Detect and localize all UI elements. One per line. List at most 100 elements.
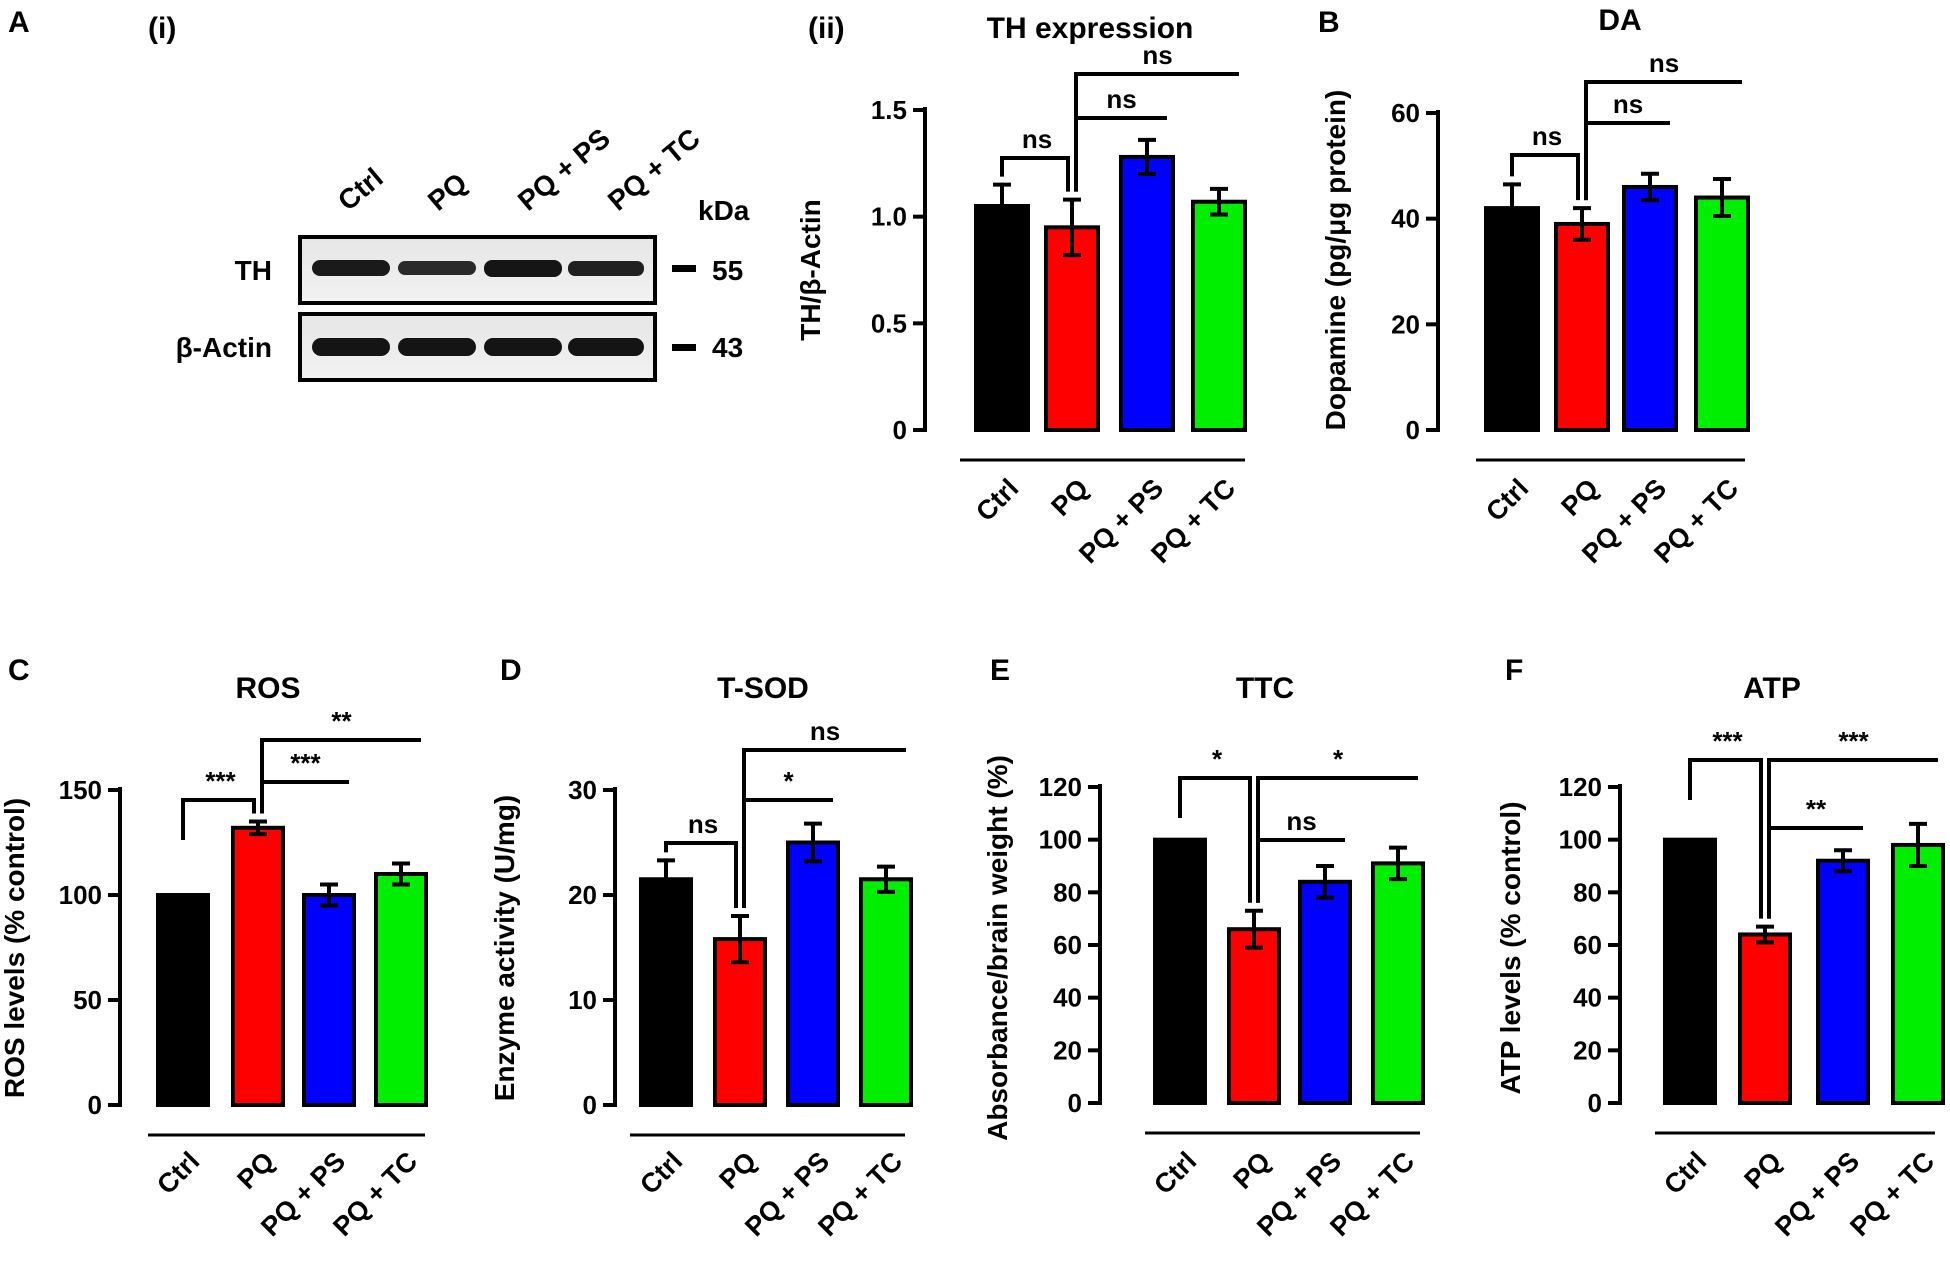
bar-pq-tc	[1371, 861, 1425, 1105]
y-axis-label: ROS levels (% control)	[0, 798, 30, 1098]
bar-pq-ps	[786, 840, 840, 1107]
y-tick-label: 1.5	[871, 95, 907, 125]
bar-pq-tc	[1191, 199, 1247, 432]
bar-ctrl	[1663, 837, 1717, 1106]
bar-ctrl	[639, 877, 693, 1107]
panel-label-d: D	[500, 654, 522, 687]
band-actin-ctrl	[312, 338, 390, 356]
significance-bracket	[181, 798, 256, 840]
x-category-label-pq: PQ	[1227, 1146, 1276, 1195]
bar-pq-tc	[374, 872, 428, 1107]
y-tick-label: 0	[893, 415, 907, 445]
significance-bracket	[1767, 758, 1938, 919]
x-category-label-ctrl: Ctrl	[1148, 1146, 1202, 1200]
significance-label: ns	[1286, 806, 1316, 836]
chart-title: DA	[1598, 4, 1641, 37]
x-category-label-pq: PQ	[713, 1146, 762, 1195]
significance-bracket	[260, 738, 421, 814]
bar-pq-ps	[1119, 154, 1175, 433]
significance-label: ns	[1022, 124, 1052, 154]
y-tick-label: 60	[1053, 930, 1082, 960]
y-axis-label: Dopamine (pg/μg protein)	[1320, 90, 1351, 431]
x-category-label-pq: PQ	[1555, 473, 1604, 522]
band-actin-pq-ps	[484, 338, 562, 356]
x-category-label-ctrl: Ctrl	[634, 1146, 688, 1200]
y-tick-label: 100	[1039, 825, 1082, 855]
blot-row-label-actin: β-Actin	[176, 332, 272, 363]
y-tick-label: 20	[1573, 1035, 1602, 1065]
bar-ctrl	[156, 893, 210, 1107]
chart-title: T-SOD	[717, 672, 809, 705]
band-th-pq-tc	[568, 261, 644, 276]
band-actin-pq	[398, 338, 476, 356]
lane-label-pq: PQ	[422, 167, 473, 217]
y-tick-label: 100	[1559, 825, 1602, 855]
chart-ros: ROS ROS levels (% control) 0 50 100 150 Ctrl PQ…	[0, 672, 428, 1242]
y-tick-label: 150	[59, 775, 102, 805]
band-th-ctrl	[312, 260, 390, 276]
bar-pq	[713, 937, 767, 1107]
y-tick-label: 120	[1039, 772, 1082, 802]
bar-pq-ps	[1622, 184, 1678, 432]
y-axis-label: ATP levels (% control)	[1495, 801, 1526, 1094]
significance-label: ***	[205, 766, 236, 796]
significance-label: **	[1806, 794, 1827, 824]
lane-label-pq-tc: PQ + TC	[602, 122, 706, 216]
x-category-label-pq-tc: PQ + TC	[1844, 1146, 1940, 1242]
chart-ttc: TTC Absorbance/brain weight (%) 0 20 40 60 80 1…	[982, 672, 1425, 1242]
x-category-label-ctrl: Ctrl	[1658, 1146, 1712, 1200]
y-tick-label: 120	[1559, 772, 1602, 802]
significance-label: *	[1333, 744, 1344, 774]
blot-row-label-th: TH	[235, 255, 272, 286]
significance-bracket	[1256, 776, 1418, 903]
significance-label: ns	[1106, 84, 1136, 114]
significance-bracket	[742, 748, 906, 908]
significance-label: *	[1212, 744, 1223, 774]
y-axis-label: Absorbance/brain weight (%)	[982, 755, 1013, 1141]
y-tick-label: 100	[59, 880, 102, 910]
significance-bracket	[1178, 776, 1252, 903]
chart-title: TTC	[1236, 672, 1294, 705]
significance-bracket	[664, 841, 738, 908]
band-th-pq	[398, 261, 476, 275]
bar-pq-ps	[302, 893, 356, 1107]
bar-ctrl	[1484, 206, 1540, 432]
y-tick-label: 10	[568, 985, 597, 1015]
y-tick-label: 20	[1391, 309, 1420, 339]
x-category-label-pq: PQ	[1045, 473, 1094, 522]
x-category-label-ctrl: Ctrl	[151, 1146, 205, 1200]
bar-pq-tc	[1694, 195, 1750, 432]
y-tick-label: 0	[1406, 415, 1420, 445]
y-tick-label: 80	[1573, 877, 1602, 907]
significance-label: ***	[1838, 726, 1869, 756]
y-tick-label: 50	[73, 985, 102, 1015]
significance-label: ***	[290, 748, 321, 778]
bar-pq	[1554, 221, 1610, 432]
significance-label: ns	[810, 716, 840, 746]
y-tick-label: 0	[88, 1090, 102, 1120]
bar-pq-ps	[1298, 879, 1352, 1105]
significance-label: ns	[1613, 89, 1643, 119]
y-tick-label: 1.0	[871, 202, 907, 232]
significance-bracket	[1584, 80, 1742, 201]
y-tick-label: 60	[1573, 930, 1602, 960]
significance-label: ns	[1142, 40, 1172, 70]
y-tick-label: 20	[568, 880, 597, 910]
chart-atp: ATP ATP levels (% control) 0 20 40 60 80 100 120…	[1495, 672, 1945, 1242]
kda-label: kDa	[698, 195, 750, 226]
significance-bracket	[260, 780, 349, 814]
y-tick-label: 0	[1068, 1088, 1082, 1118]
significance-bracket	[1688, 758, 1763, 919]
significance-label: ns	[1532, 121, 1562, 151]
lane-label-ctrl: Ctrl	[332, 162, 389, 217]
panel-label-e: E	[990, 654, 1010, 687]
y-tick-label: 60	[1391, 98, 1420, 128]
panel-label-a: A	[8, 6, 30, 39]
x-category-label-pq: PQ	[231, 1146, 280, 1195]
bar-pq-tc	[1891, 842, 1945, 1106]
y-tick-label: 30	[568, 775, 597, 805]
chart-t-sod: T-SOD Enzyme activity (U/mg) 0 10 20 30 Ctrl PQ…	[489, 672, 913, 1242]
western-blot: Ctrl PQ PQ + PS PQ + TC kDa TH 55 β-Acti…	[176, 122, 750, 382]
